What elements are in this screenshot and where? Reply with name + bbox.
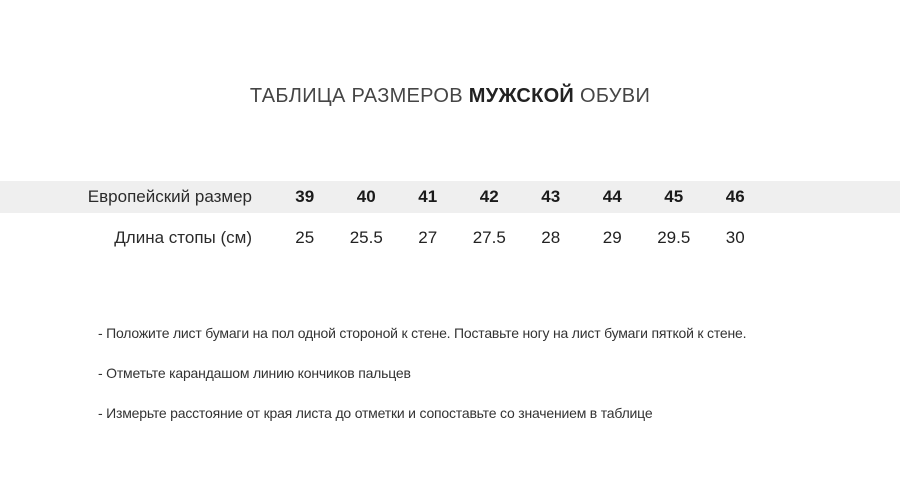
row-label-foot-length: Длина стопы (см) (114, 228, 252, 247)
page-title-gender: МУЖСКОЙ (468, 85, 575, 107)
eu-size-cell: 43 (541, 187, 561, 206)
instruction-item: - Отметьте карандашом линию кончиков пал… (98, 365, 411, 381)
foot-length-cell: 30 (725, 228, 745, 247)
instruction-item: - Измерьте расстояние от края листа до о… (98, 405, 653, 421)
foot-length-cell: 28 (541, 228, 561, 247)
eu-size-cell: 41 (418, 187, 438, 206)
table-row-eu-size: Европейский размер 39 40 41 42 43 44 45 … (0, 181, 900, 213)
page-title-suffix: ОБУВИ (574, 85, 651, 107)
page-title: ТАБЛИЦА РАЗМЕРОВ МУЖСКОЙ ОБУВИ (0, 82, 900, 110)
page-title-prefix: ТАБЛИЦА РАЗМЕРОВ (249, 85, 469, 107)
eu-size-cell: 42 (479, 187, 499, 206)
eu-size-cell: 40 (356, 187, 376, 206)
table-row-foot-length: Длина стопы (см) 25 25.5 27 27.5 28 29 2… (0, 222, 900, 254)
foot-length-cell: 25 (295, 228, 315, 247)
foot-length-cell: 27 (418, 228, 438, 247)
foot-length-cell: 25.5 (349, 228, 383, 247)
row-label-eu-size: Европейский размер (87, 187, 252, 206)
foot-length-cell: 29 (602, 228, 622, 247)
instruction-item: - Положите лист бумаги на пол одной стор… (98, 325, 747, 341)
eu-size-cell: 39 (295, 187, 315, 206)
eu-size-cell: 45 (664, 187, 684, 206)
foot-length-cell: 27.5 (472, 228, 506, 247)
eu-size-cell: 46 (725, 187, 745, 206)
eu-size-cell: 44 (602, 187, 622, 206)
foot-length-cell: 29.5 (657, 228, 691, 247)
